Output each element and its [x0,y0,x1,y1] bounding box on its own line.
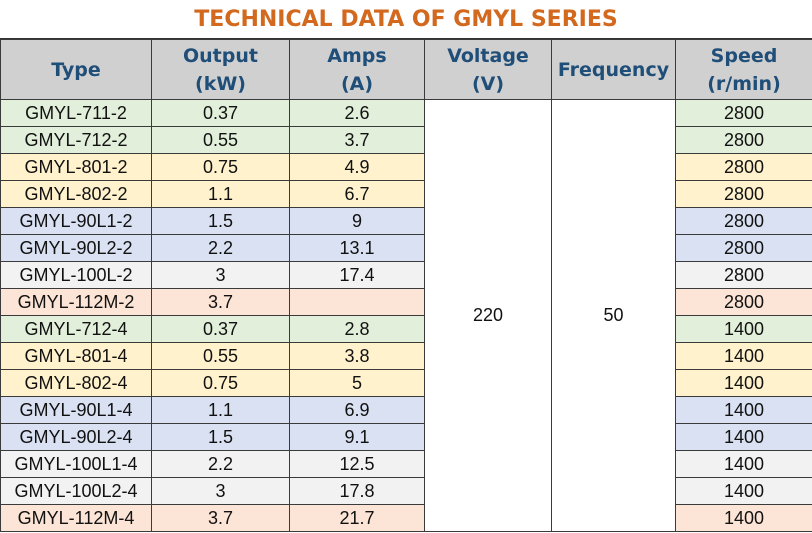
cell-output: 0.55 [151,342,290,370]
cell-speed: 2800 [675,126,812,154]
table-row: GMYL-712-4 0.37 2.8 1400 [0,315,812,343]
cell-amps: 3.7 [289,126,425,154]
header-amps: Amps (A) [289,39,425,100]
cell-amps: 9.1 [289,423,425,451]
table-row: GMYL-802-4 0.75 5 1400 [0,369,812,397]
cell-type: GMYL-712-4 [0,315,152,343]
cell-type: GMYL-802-4 [0,369,152,397]
cell-amps: 13.1 [289,234,425,262]
cell-type: GMYL-802-2 [0,180,152,208]
cell-speed: 1400 [675,315,812,343]
technical-data-table: Type Output (kW) Amps (A) Voltage (V) Frequ… [0,39,812,532]
cell-amps: 17.4 [289,261,425,289]
cell-type: GMYL-801-4 [0,342,152,370]
cell-speed: 1400 [675,369,812,397]
cell-type: GMYL-90L2-2 [0,234,152,262]
cell-type: GMYL-100L-2 [0,261,152,289]
cell-speed: 2800 [675,234,812,262]
table-row: GMYL-100L2-4 3 17.8 1400 [0,477,812,505]
table-row: GMYL-90L2-4 1.5 9.1 1400 [0,423,812,451]
cell-amps: 9 [289,207,425,235]
cell-output: 3.7 [151,288,290,316]
cell-type: GMYL-90L1-4 [0,396,152,424]
table-row: GMYL-90L1-4 1.1 6.9 1400 [0,396,812,424]
cell-type: GMYL-100L2-4 [0,477,152,505]
cell-type: GMYL-112M-4 [0,504,152,532]
cell-output: 1.5 [151,207,290,235]
cell-amps: 6.9 [289,396,425,424]
cell-speed: 2800 [675,153,812,181]
cell-output: 0.75 [151,153,290,181]
cell-output: 0.55 [151,126,290,154]
cell-amps [289,288,425,316]
cell-amps: 21.7 [289,504,425,532]
cell-speed: 2800 [675,207,812,235]
cell-speed: 2800 [675,180,812,208]
table-row: GMYL-801-4 0.55 3.8 1400 [0,342,812,370]
cell-output: 3 [151,477,290,505]
cell-speed: 1400 [675,477,812,505]
header-speed: Speed (r/min) [675,39,812,100]
cell-output: 3 [151,261,290,289]
cell-output: 0.37 [151,315,290,343]
cell-amps: 3.8 [289,342,425,370]
cell-type: GMYL-90L2-4 [0,423,152,451]
table-row: GMYL-100L-2 3 17.4 2800 [0,261,812,289]
table-row: GMYL-801-2 0.75 4.9 2800 [0,153,812,181]
cell-amps: 5 [289,369,425,397]
table-row: GMYL-112M-4 3.7 21.7 1400 [0,504,812,532]
table-row: GMYL-90L1-2 1.5 9 2800 [0,207,812,235]
table-row: GMYL-112M-2 3.7 2800 [0,288,812,316]
cell-speed: 2800 [675,288,812,316]
cell-type: GMYL-100L1-4 [0,450,152,478]
cell-output: 2.2 [151,234,290,262]
cell-output: 0.37 [151,99,290,127]
page-title: TECHNICAL DATA OF GMYL SERIES [0,0,812,39]
cell-output: 3.7 [151,504,290,532]
cell-output: 0.75 [151,369,290,397]
cell-type: GMYL-801-2 [0,153,152,181]
cell-speed: 1400 [675,342,812,370]
table-row: GMYL-802-2 1.1 6.7 2800 [0,180,812,208]
cell-type: GMYL-711-2 [0,99,152,127]
cell-speed: 1400 [675,450,812,478]
cell-output: 1.5 [151,423,290,451]
cell-amps: 17.8 [289,477,425,505]
header-type: Type [0,39,152,100]
cell-amps: 2.6 [289,99,425,127]
cell-output: 1.1 [151,396,290,424]
header-output: Output (kW) [151,39,290,100]
cell-amps: 12.5 [289,450,425,478]
cell-voltage: 220 [424,99,552,532]
cell-output: 1.1 [151,180,290,208]
cell-type: GMYL-90L1-2 [0,207,152,235]
header-row: Type Output (kW) Amps (A) Voltage (V) Frequ… [0,39,812,100]
cell-amps: 2.8 [289,315,425,343]
table-row: GMYL-100L1-4 2.2 12.5 1400 [0,450,812,478]
cell-output: 2.2 [151,450,290,478]
cell-amps: 6.7 [289,180,425,208]
header-voltage: Voltage (V) [424,39,552,100]
cell-speed: 1400 [675,423,812,451]
cell-speed: 2800 [675,99,812,127]
header-frequency: Frequency [551,39,676,100]
table-row: GMYL-90L2-2 2.2 13.1 2800 [0,234,812,262]
cell-speed: 2800 [675,261,812,289]
cell-type: GMYL-112M-2 [0,288,152,316]
table-row: GMYL-712-2 0.55 3.7 2800 [0,126,812,154]
cell-amps: 4.9 [289,153,425,181]
cell-speed: 1400 [675,396,812,424]
cell-frequency: 50 [551,99,676,532]
cell-type: GMYL-712-2 [0,126,152,154]
cell-speed: 1400 [675,504,812,532]
table-row: GMYL-711-2 0.37 2.6 220 50 2800 [0,99,812,532]
